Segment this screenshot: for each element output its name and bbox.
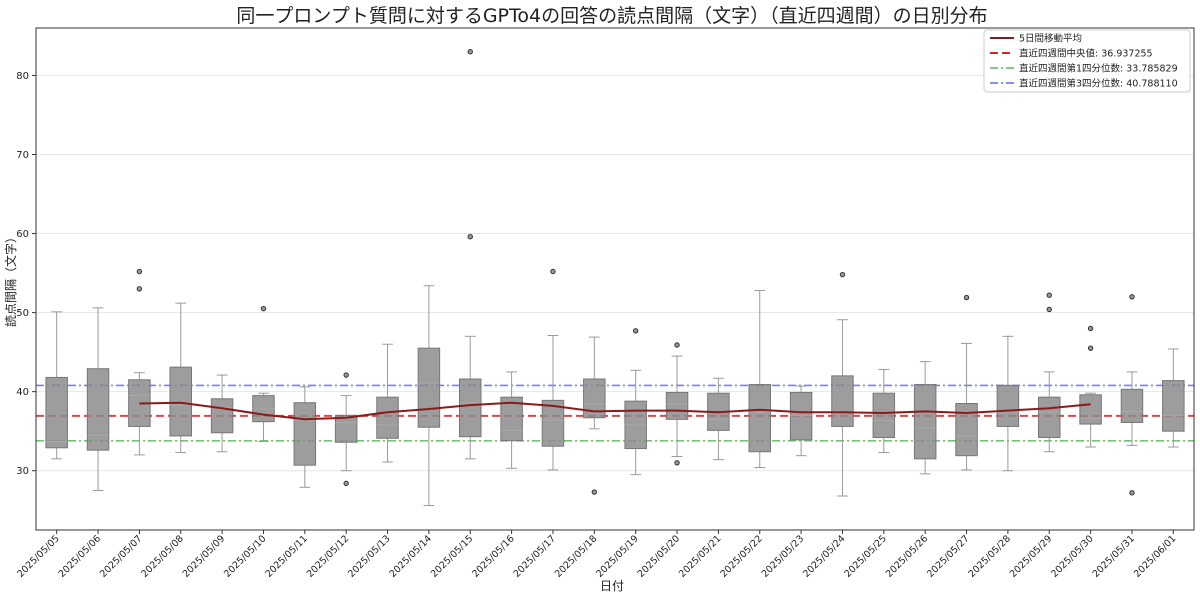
box bbox=[1120, 388, 1144, 423]
outlier-point bbox=[136, 286, 143, 292]
box bbox=[1079, 394, 1102, 425]
outlier-point bbox=[1046, 292, 1052, 298]
box bbox=[789, 391, 813, 441]
outlier-point bbox=[591, 489, 598, 495]
x-tick-label: 2025/05/27 bbox=[925, 533, 972, 580]
x-tick-label: 2025/05/07 bbox=[98, 533, 145, 580]
outlier-point bbox=[1087, 345, 1094, 351]
legend-label-moving-average: 5日間移動平均 bbox=[1019, 33, 1082, 45]
box bbox=[1162, 380, 1185, 432]
box bbox=[417, 347, 441, 428]
box bbox=[996, 384, 1020, 427]
x-tick-label: 2025/05/18 bbox=[553, 533, 600, 580]
outlier-point bbox=[674, 342, 680, 348]
box bbox=[210, 398, 234, 434]
x-axis-label: 日付 bbox=[600, 579, 624, 593]
x-tick-label: 2025/05/09 bbox=[181, 533, 228, 580]
x-tick-label: 2025/05/05 bbox=[15, 533, 62, 580]
x-tick-label: 2025/05/30 bbox=[1049, 533, 1096, 580]
outlier-point bbox=[260, 305, 267, 312]
x-tick-label: 2025/05/31 bbox=[1091, 533, 1138, 580]
outlier-point bbox=[1087, 325, 1094, 332]
outlier-point bbox=[1129, 490, 1135, 496]
box bbox=[1037, 396, 1061, 439]
x-tick-label: 2025/05/24 bbox=[801, 533, 848, 580]
x-tick-label: 2025/05/29 bbox=[1008, 533, 1055, 580]
outlier-point bbox=[1046, 306, 1052, 313]
outlier-point bbox=[467, 234, 473, 240]
box bbox=[831, 375, 854, 427]
box bbox=[45, 376, 68, 449]
outlier-point bbox=[550, 268, 556, 275]
y-tick-label: 50 bbox=[16, 308, 29, 319]
x-tick-label: 2025/05/11 bbox=[263, 533, 310, 580]
x-tick-label: 2025/05/19 bbox=[594, 533, 641, 580]
box bbox=[293, 402, 317, 466]
legend-frame bbox=[983, 29, 1191, 93]
x-tick-label: 2025/05/08 bbox=[139, 533, 186, 580]
y-tick-label: 40 bbox=[16, 387, 29, 398]
x-tick-label: 2025/05/25 bbox=[842, 533, 889, 580]
outlier-point bbox=[839, 271, 846, 278]
box bbox=[500, 396, 523, 442]
y-tick-label: 70 bbox=[16, 150, 29, 161]
y-axis-label: 読点間隔（文字） bbox=[3, 231, 18, 327]
moving-average-line bbox=[139, 401, 1091, 421]
x-tick-label: 2025/05/14 bbox=[388, 533, 435, 580]
x-tick-label: 2025/05/17 bbox=[512, 533, 559, 580]
legend-label-median: 直近四週間中央値: 36.937255 bbox=[1019, 48, 1153, 60]
x-tick-label: 2025/05/23 bbox=[760, 533, 807, 580]
x-tick-label: 2025/05/28 bbox=[967, 533, 1014, 580]
x-tick-label: 2025/05/06 bbox=[57, 533, 104, 580]
y-tick-label: 60 bbox=[16, 229, 29, 240]
outlier-point bbox=[467, 49, 473, 55]
box bbox=[665, 391, 689, 420]
x-tick-label: 2025/05/16 bbox=[470, 533, 517, 580]
box bbox=[872, 392, 896, 439]
box bbox=[583, 378, 606, 419]
box bbox=[376, 396, 399, 439]
outlier-point bbox=[136, 268, 143, 275]
chart-title: 同一プロンプト質問に対するGPTo4の回答の読点間隔（文字）（直近四週間）の日別… bbox=[236, 5, 987, 27]
x-tick-label: 2025/05/26 bbox=[884, 533, 931, 580]
legend-label-q1: 直近四週間第1四分位数: 33.785829 bbox=[1019, 63, 1178, 75]
outlier-point bbox=[632, 328, 639, 334]
x-tick-label: 2025/05/10 bbox=[222, 533, 269, 580]
x-tick-label: 2025/05/15 bbox=[429, 533, 476, 580]
box bbox=[458, 378, 482, 438]
x-tick-label: 2025/05/12 bbox=[305, 533, 352, 580]
x-tick-label: 2025/05/13 bbox=[346, 533, 393, 580]
box bbox=[748, 384, 772, 453]
box bbox=[913, 384, 937, 460]
outlier-point bbox=[1129, 294, 1135, 300]
y-tick-label: 30 bbox=[16, 466, 29, 477]
outlier-point bbox=[343, 480, 349, 487]
x-tick-label: 2025/05/21 bbox=[677, 533, 724, 580]
outlier-point bbox=[343, 372, 349, 378]
outlier-point bbox=[963, 294, 970, 301]
x-tick-label: 2025/06/01 bbox=[1132, 533, 1179, 580]
box bbox=[334, 414, 358, 443]
y-tick-label: 80 bbox=[16, 71, 29, 82]
box bbox=[955, 403, 978, 457]
box bbox=[169, 366, 193, 437]
x-tick-label: 2025/05/20 bbox=[636, 533, 683, 580]
legend-label-q3: 直近四週間第3四分位数: 40.788110 bbox=[1019, 78, 1178, 90]
box bbox=[541, 399, 565, 447]
box bbox=[86, 368, 110, 451]
x-tick-label: 2025/05/22 bbox=[718, 533, 765, 580]
plot-frame bbox=[35, 27, 1195, 531]
legend: 5日間移動平均 直近四週間中央値: 36.937255 直近四週間第1四分位数:… bbox=[983, 29, 1191, 93]
outlier-point bbox=[674, 460, 680, 466]
